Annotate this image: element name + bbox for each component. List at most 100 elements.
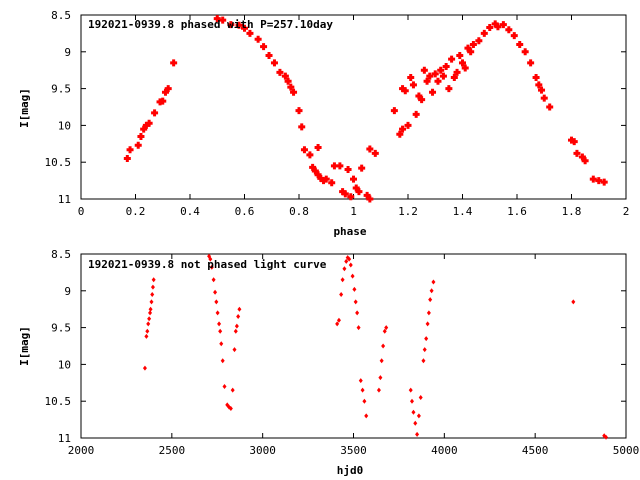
top-data-point xyxy=(540,94,548,102)
bottom-data-point xyxy=(232,347,237,353)
bottom-x-tick-label: 4000 xyxy=(431,444,458,457)
bottom-data-point xyxy=(217,321,222,327)
top-data-point xyxy=(235,21,243,29)
top-data-point xyxy=(450,74,458,82)
top-data-point xyxy=(219,16,227,24)
top-data-point xyxy=(475,37,483,45)
bottom-data-point xyxy=(421,358,426,364)
top-data-point xyxy=(358,164,366,172)
top-data-point xyxy=(314,171,322,179)
top-data-point xyxy=(448,55,456,63)
bottom-data-point xyxy=(431,279,436,285)
top-data-point xyxy=(439,72,447,80)
top-data-point xyxy=(298,123,306,131)
top-data-point xyxy=(409,81,417,89)
bottom-data-point xyxy=(382,328,387,334)
top-x-tick-label: 1.4 xyxy=(453,205,473,218)
top-data-point xyxy=(429,88,437,96)
top-y-tick-label: 9.5 xyxy=(51,83,71,96)
top-data-point xyxy=(126,146,134,154)
bottom-data-point xyxy=(378,375,383,381)
top-data-point xyxy=(311,167,319,175)
top-data-point xyxy=(521,48,529,56)
top-data-point xyxy=(295,107,303,115)
top-data-point xyxy=(284,77,292,85)
top-x-tick-label: 0.4 xyxy=(180,205,200,218)
top-data-point xyxy=(532,74,540,82)
top-data-point xyxy=(570,138,578,146)
top-data-point xyxy=(459,59,466,67)
top-data-point xyxy=(336,162,344,170)
bottom-data-point xyxy=(237,306,242,312)
top-data-points xyxy=(123,15,608,203)
bottom-data-point xyxy=(384,325,389,331)
top-data-point xyxy=(415,92,423,100)
top-data-point xyxy=(426,72,434,80)
bottom-data-point xyxy=(213,289,218,295)
bottom-data-point xyxy=(214,299,219,305)
top-data-point xyxy=(581,157,589,165)
bottom-data-point xyxy=(424,336,429,342)
bottom-y-axis-label: I[mag] xyxy=(18,326,31,366)
top-data-point xyxy=(516,40,524,48)
top-x-tick-label: 0 xyxy=(78,205,85,218)
top-data-point xyxy=(317,174,325,182)
bottom-data-point xyxy=(604,434,609,440)
bottom-y-tick-label: 8.5 xyxy=(51,248,71,261)
top-data-point xyxy=(546,103,554,111)
bottom-data-point xyxy=(233,328,238,334)
top-x-tick-label: 2 xyxy=(623,205,630,218)
bottom-x-tick-label: 2500 xyxy=(159,444,186,457)
bottom-data-point xyxy=(571,299,576,305)
top-data-point xyxy=(527,59,535,67)
bottom-data-point xyxy=(409,398,414,404)
top-data-point xyxy=(396,130,404,138)
top-data-point xyxy=(469,40,477,48)
top-data-point xyxy=(352,184,360,192)
top-data-point xyxy=(306,151,314,159)
top-chart-title: 192021-0939.8 phased with P=257.10day xyxy=(88,18,333,31)
top-data-point xyxy=(287,83,295,91)
top-x-tick-label: 1.8 xyxy=(562,205,582,218)
top-data-point xyxy=(137,132,145,140)
top-data-point xyxy=(595,177,603,185)
bottom-data-point xyxy=(150,284,155,290)
top-data-point xyxy=(505,26,513,34)
top-data-point xyxy=(145,119,153,127)
top-data-point xyxy=(431,70,439,78)
bottom-data-point xyxy=(211,277,216,283)
bottom-data-point xyxy=(411,409,416,415)
top-data-point xyxy=(589,175,597,183)
top-data-point xyxy=(366,195,374,203)
bottom-axis-ticks: 2000 2500 3000 3500 4000 4500 5000 8.5 9 9.5 10 10.… xyxy=(45,248,640,457)
top-data-point xyxy=(164,85,172,93)
top-data-point xyxy=(347,193,355,201)
bottom-data-point xyxy=(344,258,349,264)
bottom-data-point xyxy=(348,262,353,268)
bottom-data-point xyxy=(429,288,434,294)
bottom-data-point xyxy=(151,277,156,283)
top-y-tick-label: 10.5 xyxy=(45,156,72,169)
bottom-data-point xyxy=(208,256,213,262)
top-data-point xyxy=(404,121,412,129)
top-x-axis-label: phase xyxy=(333,225,366,238)
top-data-point xyxy=(399,125,407,133)
top-data-point xyxy=(418,96,426,104)
top-data-point xyxy=(423,77,431,85)
top-data-point xyxy=(159,97,167,105)
top-x-tick-label: 1.6 xyxy=(507,205,527,218)
top-data-point xyxy=(300,146,308,154)
bottom-data-point xyxy=(148,306,153,312)
top-data-point xyxy=(420,66,428,74)
top-y-tick-label: 10 xyxy=(58,119,71,132)
bottom-data-point xyxy=(347,256,352,262)
top-data-point xyxy=(123,155,131,163)
bottom-data-point xyxy=(215,310,220,316)
bottom-data-point xyxy=(145,328,150,334)
top-data-point xyxy=(254,35,262,43)
top-data-point xyxy=(399,85,407,93)
top-data-point xyxy=(142,121,150,129)
top-data-point xyxy=(241,24,248,32)
top-data-point xyxy=(140,125,148,133)
